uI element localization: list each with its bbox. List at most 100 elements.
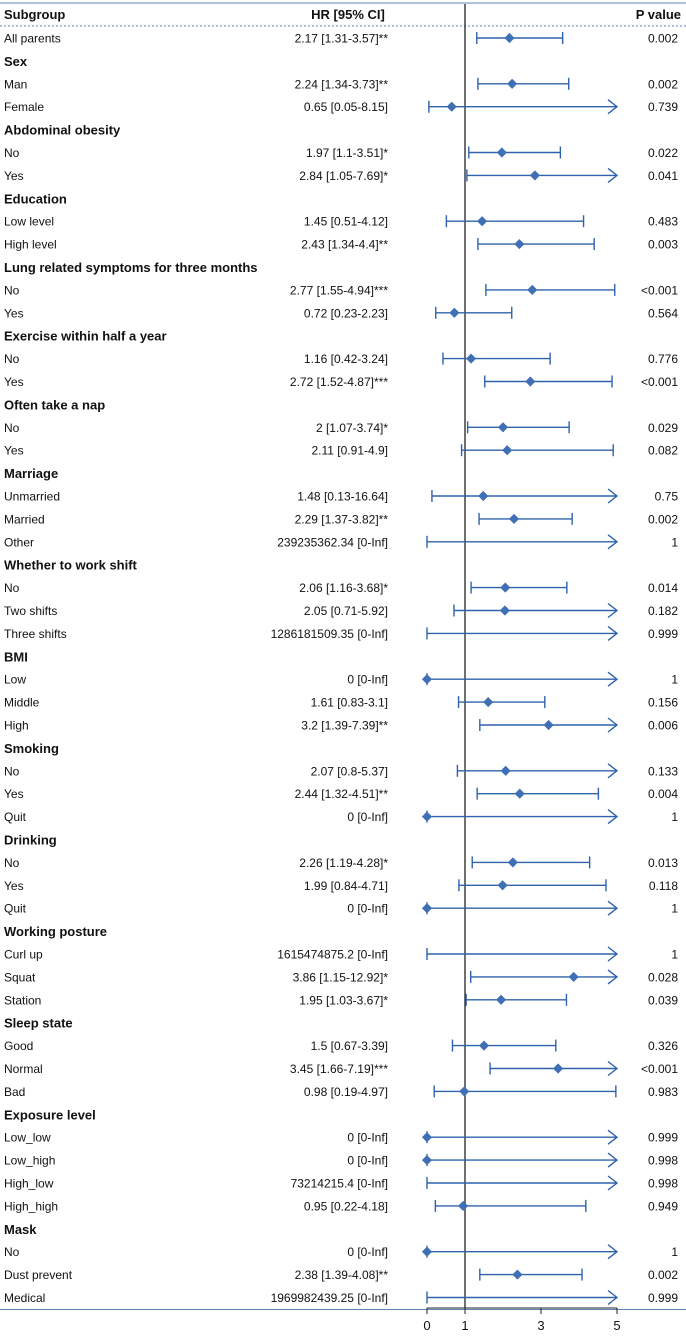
- group-heading: Whether to work shift: [4, 558, 138, 573]
- hr-point: [527, 284, 538, 295]
- p-value-text: 0.029: [648, 421, 678, 435]
- hr-point: [421, 903, 433, 914]
- hr-ci-text: 0.65 [0.05-8.15]: [304, 100, 388, 114]
- hr-ci-text: 1.97 [1.1-3.51]*: [306, 146, 388, 160]
- ci-arrow: [607, 900, 619, 916]
- row-label: Quit: [4, 902, 27, 916]
- p-value-text: 0.998: [648, 1177, 678, 1191]
- hr-point: [500, 582, 511, 593]
- hr-point: [529, 170, 540, 181]
- group-heading: Abdominal obesity: [4, 123, 121, 138]
- table-rules: [0, 2, 686, 1310]
- hr-ci-text: 1.95 [1.03-3.67]*: [299, 993, 388, 1007]
- group-heading: Exercise within half a year: [4, 329, 167, 344]
- group-heading: Exposure level: [4, 1107, 96, 1122]
- hr-ci-text: 0.98 [0.19-4.97]: [304, 1085, 388, 1099]
- hr-ci-text: 3.2 [1.39-7.39]**: [301, 719, 388, 733]
- p-value-text: 0.739: [648, 100, 678, 114]
- p-value-text: 0.326: [648, 1039, 678, 1053]
- x-tick-label: 1: [461, 1318, 468, 1333]
- hr-point: [497, 422, 509, 433]
- row-label: Other: [4, 535, 34, 549]
- p-value-text: <0.001: [641, 283, 678, 297]
- row-label: No: [4, 581, 20, 595]
- row-label: Low level: [4, 215, 54, 229]
- hr-ci-text: 2.07 [0.8-5.37]: [311, 764, 388, 778]
- table-rows: All parents 2.17 [1.31-3.57]** 0.002 Sex Man…: [4, 32, 678, 1306]
- row-label: Yes: [4, 306, 24, 320]
- hr-ci-text: 0.72 [0.23-2.23]: [304, 306, 388, 320]
- hr-ci-text: 0.95 [0.22-4.18]: [304, 1199, 388, 1213]
- hr-point: [483, 697, 494, 708]
- ci-arrow: [607, 1175, 619, 1191]
- hr-point: [508, 513, 520, 524]
- p-value-text: 0.014: [648, 581, 678, 595]
- p-value-text: 0.041: [648, 169, 678, 183]
- p-value-text: 1: [671, 902, 678, 916]
- p-value-text: 0.999: [648, 627, 678, 641]
- hr-point: [466, 353, 477, 364]
- hr-ci-text: 2.29 [1.37-3.82]**: [295, 512, 389, 526]
- hr-ci-text: 2.44 [1.32-4.51]**: [295, 787, 389, 801]
- group-heading: Mask: [4, 1222, 37, 1237]
- hr-ci-text: 2.43 [1.34-4.4]**: [301, 238, 388, 252]
- x-tick-label: 3: [537, 1318, 544, 1333]
- ci-arrow: [607, 1129, 619, 1145]
- group-heading: Smoking: [4, 741, 59, 756]
- row-label: No: [4, 764, 20, 778]
- hr-point: [525, 376, 536, 387]
- hr-point: [421, 1246, 433, 1257]
- hr-ci-header: HR [95% CI]: [311, 7, 385, 22]
- hr-ci-text: 2.77 [1.55-4.94]***: [290, 283, 388, 297]
- row-label: No: [4, 283, 20, 297]
- row-label: Yes: [4, 169, 24, 183]
- ci-arrow: [607, 488, 619, 504]
- row-label: Station: [4, 993, 41, 1007]
- row-label: High_high: [4, 1199, 58, 1213]
- p-value-text: 0.002: [648, 512, 678, 526]
- hr-point: [507, 857, 518, 868]
- hr-ci-text: 2.05 [0.71-5.92]: [304, 604, 388, 618]
- hr-point: [478, 490, 489, 502]
- row-label: Low: [4, 673, 26, 687]
- hr-point: [553, 1063, 564, 1074]
- hr-point: [502, 445, 513, 456]
- hr-point: [421, 1155, 433, 1166]
- p-value-text: <0.001: [641, 375, 678, 389]
- hr-ci-text: 1.61 [0.83-3.1]: [311, 696, 388, 710]
- p-value-text: 0.182: [648, 604, 678, 618]
- row-label: High: [4, 719, 29, 733]
- ci-arrow: [607, 809, 619, 825]
- p-value-text: 0.118: [649, 879, 678, 893]
- hr-point: [499, 605, 510, 616]
- row-label: Low_low: [4, 1131, 51, 1145]
- row-label: Married: [4, 512, 45, 526]
- hr-ci-text: 0 [0-Inf]: [347, 1154, 388, 1168]
- row-label: Low_high: [4, 1154, 55, 1168]
- p-value-text: 1: [671, 948, 678, 962]
- row-label: Normal: [4, 1062, 43, 1076]
- row-label: Female: [4, 100, 44, 114]
- row-label: All parents: [4, 32, 61, 46]
- p-value-text: 0.002: [648, 77, 678, 91]
- hr-point: [478, 1040, 490, 1051]
- row-label: Middle: [4, 696, 40, 710]
- hr-point: [514, 788, 525, 799]
- p-value-header: P value: [636, 7, 681, 22]
- p-value-text: 1: [671, 673, 678, 687]
- hr-point: [500, 765, 511, 776]
- hr-point: [512, 1269, 523, 1280]
- hr-ci-text: 73214215.4 [0-Inf]: [291, 1177, 388, 1191]
- row-label: Bad: [4, 1085, 25, 1099]
- hr-ci-text: 0 [0-Inf]: [347, 902, 388, 916]
- row-label: No: [4, 146, 20, 160]
- group-heading: Often take a nap: [4, 397, 105, 412]
- hr-ci-text: 2.38 [1.39-4.08]**: [295, 1268, 389, 1282]
- row-label: No: [4, 1245, 20, 1259]
- p-value-text: 0.004: [648, 787, 678, 801]
- p-value-text: 0.006: [648, 719, 678, 733]
- hr-point: [449, 307, 460, 318]
- p-value-text: 0.002: [648, 1268, 678, 1282]
- row-label: Squat: [4, 970, 36, 984]
